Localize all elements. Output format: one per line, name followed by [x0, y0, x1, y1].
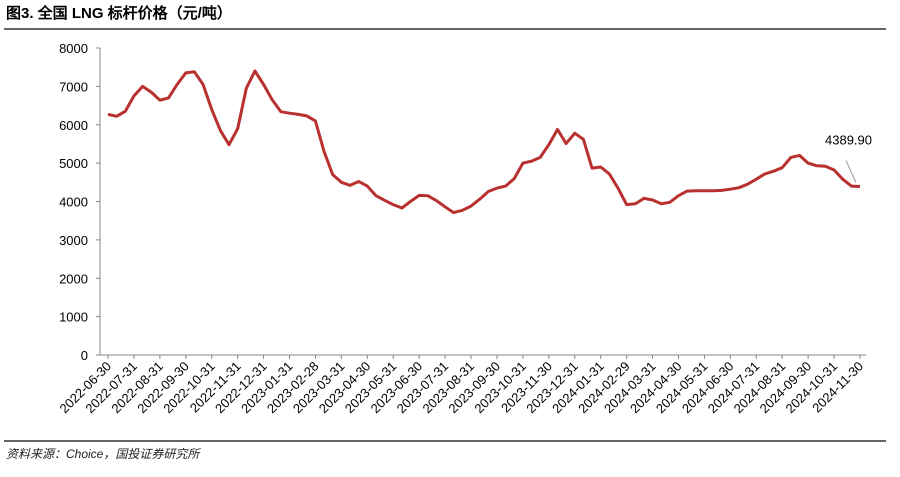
- y-tick-label: 4000: [59, 195, 88, 210]
- y-tick-label: 6000: [59, 118, 88, 133]
- y-tick-label: 7000: [59, 79, 88, 94]
- y-tick-label: 0: [81, 348, 88, 363]
- y-tick-label: 8000: [59, 41, 88, 56]
- y-tick-label: 5000: [59, 156, 88, 171]
- y-tick-label: 2000: [59, 271, 88, 286]
- source: 资料来源：Choice，国投证券研究所: [6, 447, 201, 461]
- y-tick-label: 1000: [59, 310, 88, 325]
- chart-title: 图3. 全国 LNG 标杆价格（元/吨）: [6, 4, 232, 22]
- y-tick-label: 3000: [59, 233, 88, 248]
- line-series: [107, 69, 861, 215]
- value-label: 4389.90: [825, 133, 872, 148]
- annotation-leader: [845, 160, 857, 183]
